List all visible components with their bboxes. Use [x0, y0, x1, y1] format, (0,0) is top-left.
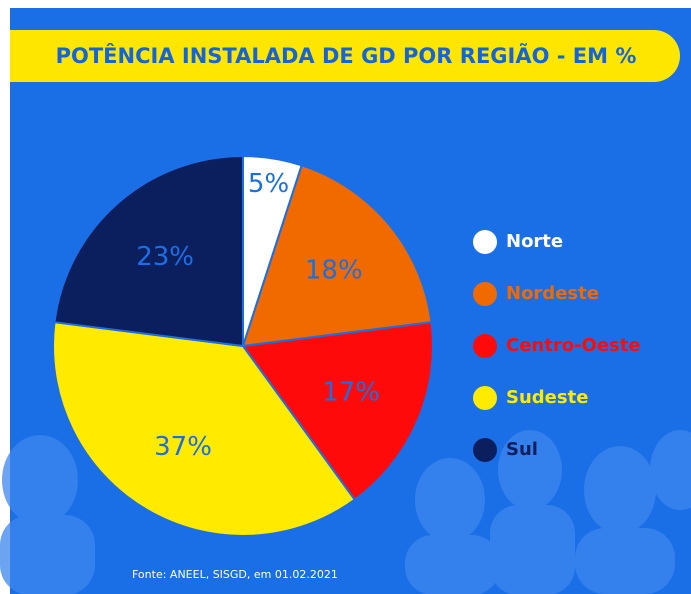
- legend-swatch: [473, 230, 497, 254]
- legend-swatch: [473, 438, 497, 462]
- slice-label: 17%: [322, 377, 380, 407]
- legend-label: Centro-Oeste: [506, 335, 641, 356]
- crowd-silhouettes: [0, 430, 691, 594]
- legend-swatch: [473, 334, 497, 358]
- legend-label: Sudeste: [506, 387, 588, 408]
- legend-label: Sul: [506, 439, 538, 460]
- pie-slice: [52, 321, 357, 537]
- legend-label: Norte: [506, 231, 563, 252]
- slice-label: 5%: [248, 169, 289, 199]
- title-banner: [10, 30, 680, 82]
- chart-title: POTÊNCIA INSTALADA DE GD POR REGIÃO - EM…: [56, 43, 637, 68]
- legend-swatch: [473, 282, 497, 306]
- legend-label: Nordeste: [506, 283, 599, 304]
- pie-slice: [53, 154, 244, 348]
- legend-swatch: [473, 386, 497, 410]
- source-note: Fonte: ANEEL, SISGD, em 01.02.2021: [132, 568, 338, 581]
- slice-label: 18%: [305, 255, 363, 285]
- slice-label: 37%: [154, 432, 212, 462]
- pie-slice: [241, 164, 433, 348]
- pie-slice: [241, 321, 434, 502]
- slice-label: 23%: [136, 242, 194, 272]
